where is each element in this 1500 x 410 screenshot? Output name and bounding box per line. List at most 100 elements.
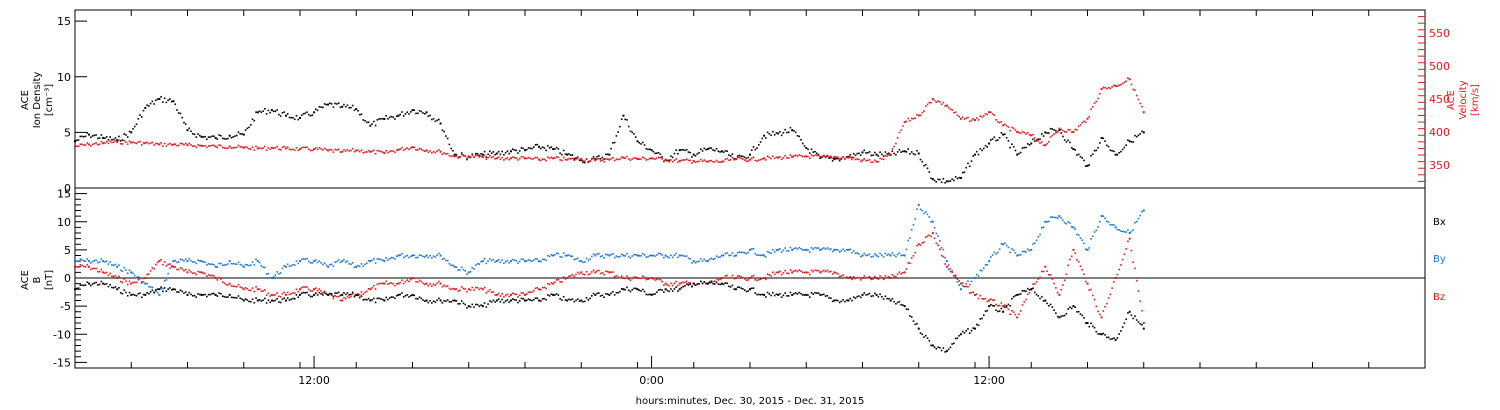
- Bx-trace-dot: [241, 298, 243, 300]
- Bz-trace-dot: [990, 298, 992, 300]
- By-trace-dot: [872, 255, 874, 258]
- density-trace-dot: [768, 132, 771, 135]
- By-trace-dot: [870, 256, 873, 258]
- density-trace-dot: [497, 150, 500, 153]
- Bx-trace-dot: [348, 293, 351, 296]
- velocity-point-28: [467, 155, 470, 158]
- density-trace-dot: [422, 112, 424, 114]
- Bz-trace-dot: [494, 294, 496, 296]
- Bz-trace-dot: [114, 274, 117, 277]
- Bx-trace-dot: [900, 303, 902, 306]
- Bx-trace-dot: [835, 299, 837, 302]
- Bz-trace-dot: [562, 276, 565, 278]
- Bx-trace-dot: [671, 290, 674, 292]
- Bx-trace-dot: [717, 283, 720, 285]
- velocity-trace-dot: [1107, 86, 1110, 89]
- Bz-trace-dot: [97, 270, 99, 273]
- By-trace-dot: [856, 252, 859, 254]
- By-trace-dot: [598, 252, 600, 255]
- density-trace-dot: [675, 149, 677, 151]
- density-trace-dot: [840, 158, 843, 160]
- velocity-trace-dot: [940, 103, 943, 106]
- velocity-trace-dot: [698, 160, 700, 163]
- density-trace-dot: [527, 147, 530, 149]
- By-trace-dot: [213, 263, 215, 266]
- Bx-trace-dot: [587, 299, 590, 301]
- velocity-trace-dot: [1053, 133, 1055, 135]
- density-trace-dot: [796, 134, 799, 137]
- By-trace-dot: [146, 282, 148, 285]
- Bz-trace-dot: [402, 282, 405, 285]
- density-trace-dot: [269, 111, 271, 114]
- Bx-trace-dot: [870, 295, 873, 298]
- density-trace-dot: [169, 98, 171, 100]
- By-trace-dot: [246, 264, 249, 266]
- Bz-point-5: [144, 277, 147, 279]
- velocity-trace-dot: [770, 157, 772, 160]
- Bx-point-1: [88, 282, 91, 285]
- Bz-trace-dot: [220, 278, 222, 280]
- Bz-trace-dot: [972, 291, 975, 294]
- velocity-trace-dot: [1056, 130, 1059, 133]
- density-trace-dot: [1048, 132, 1050, 134]
- By-trace-dot: [304, 258, 307, 260]
- Bz-trace-dot: [656, 278, 658, 281]
- Bx-trace-dot: [564, 299, 567, 301]
- Bx-trace-dot: [879, 293, 881, 296]
- Bx-trace-dot: [1025, 290, 1027, 293]
- density-trace-dot: [536, 143, 539, 146]
- Bz-point-28: [467, 288, 470, 291]
- Bz-trace-dot: [323, 290, 326, 293]
- density-trace-dot: [374, 124, 377, 127]
- velocity-trace-dot: [132, 141, 134, 144]
- Bz-trace-dot: [1083, 273, 1085, 276]
- Bz-trace-dot: [499, 295, 502, 297]
- density-trace-dot: [703, 147, 706, 150]
- velocity-trace-dot: [638, 158, 641, 160]
- density-trace-dot: [997, 139, 999, 141]
- density-point-20: [355, 108, 358, 111]
- velocity-trace-dot: [916, 113, 918, 116]
- velocity-trace-dot: [617, 158, 619, 161]
- By-trace-dot: [975, 273, 978, 276]
- density-trace-dot: [424, 112, 426, 115]
- By-trace-dot: [643, 254, 646, 256]
- Bz-trace-dot: [1021, 304, 1024, 306]
- Bz-trace-dot: [177, 268, 180, 271]
- density-trace-dot: [752, 146, 755, 148]
- Bx-trace-dot: [409, 294, 412, 297]
- velocity-trace-dot: [881, 158, 883, 160]
- Bx-point-52: [805, 293, 808, 296]
- Bx-trace-dot: [188, 291, 191, 294]
- Bz-trace-dot: [812, 270, 815, 273]
- velocity-trace-dot: [1023, 131, 1026, 134]
- Bx-point-11: [228, 293, 231, 296]
- density-point-4: [130, 131, 133, 134]
- Bx-trace-dot: [547, 294, 549, 296]
- Bz-trace-dot: [613, 275, 616, 278]
- Bx-trace-dot: [972, 327, 975, 329]
- velocity-trace-dot: [979, 115, 982, 117]
- Bx-trace-dot: [1062, 315, 1064, 317]
- By-trace-dot: [204, 261, 206, 264]
- density-trace-dot: [757, 144, 760, 146]
- density-trace-dot: [179, 112, 182, 115]
- Bz-trace-dot: [431, 285, 433, 287]
- By-trace-dot: [155, 290, 157, 293]
- Bx-trace-dot: [427, 301, 430, 304]
- By-point-22: [383, 260, 386, 263]
- density-trace-dot: [330, 103, 333, 105]
- Bz-trace-dot: [455, 288, 458, 290]
- Bz-trace-dot: [223, 282, 226, 285]
- Bx-trace-dot: [121, 292, 124, 295]
- By-trace-dot: [545, 259, 547, 262]
- velocity-trace-dot: [434, 151, 437, 154]
- velocity-trace-dot: [831, 157, 834, 160]
- By-trace-dot: [1069, 222, 1071, 224]
- density-trace-dot: [575, 157, 577, 159]
- velocity-point-49: [763, 157, 766, 160]
- density-point-63: [959, 176, 962, 179]
- density-trace-dot: [612, 142, 614, 144]
- By-trace-dot: [835, 248, 837, 251]
